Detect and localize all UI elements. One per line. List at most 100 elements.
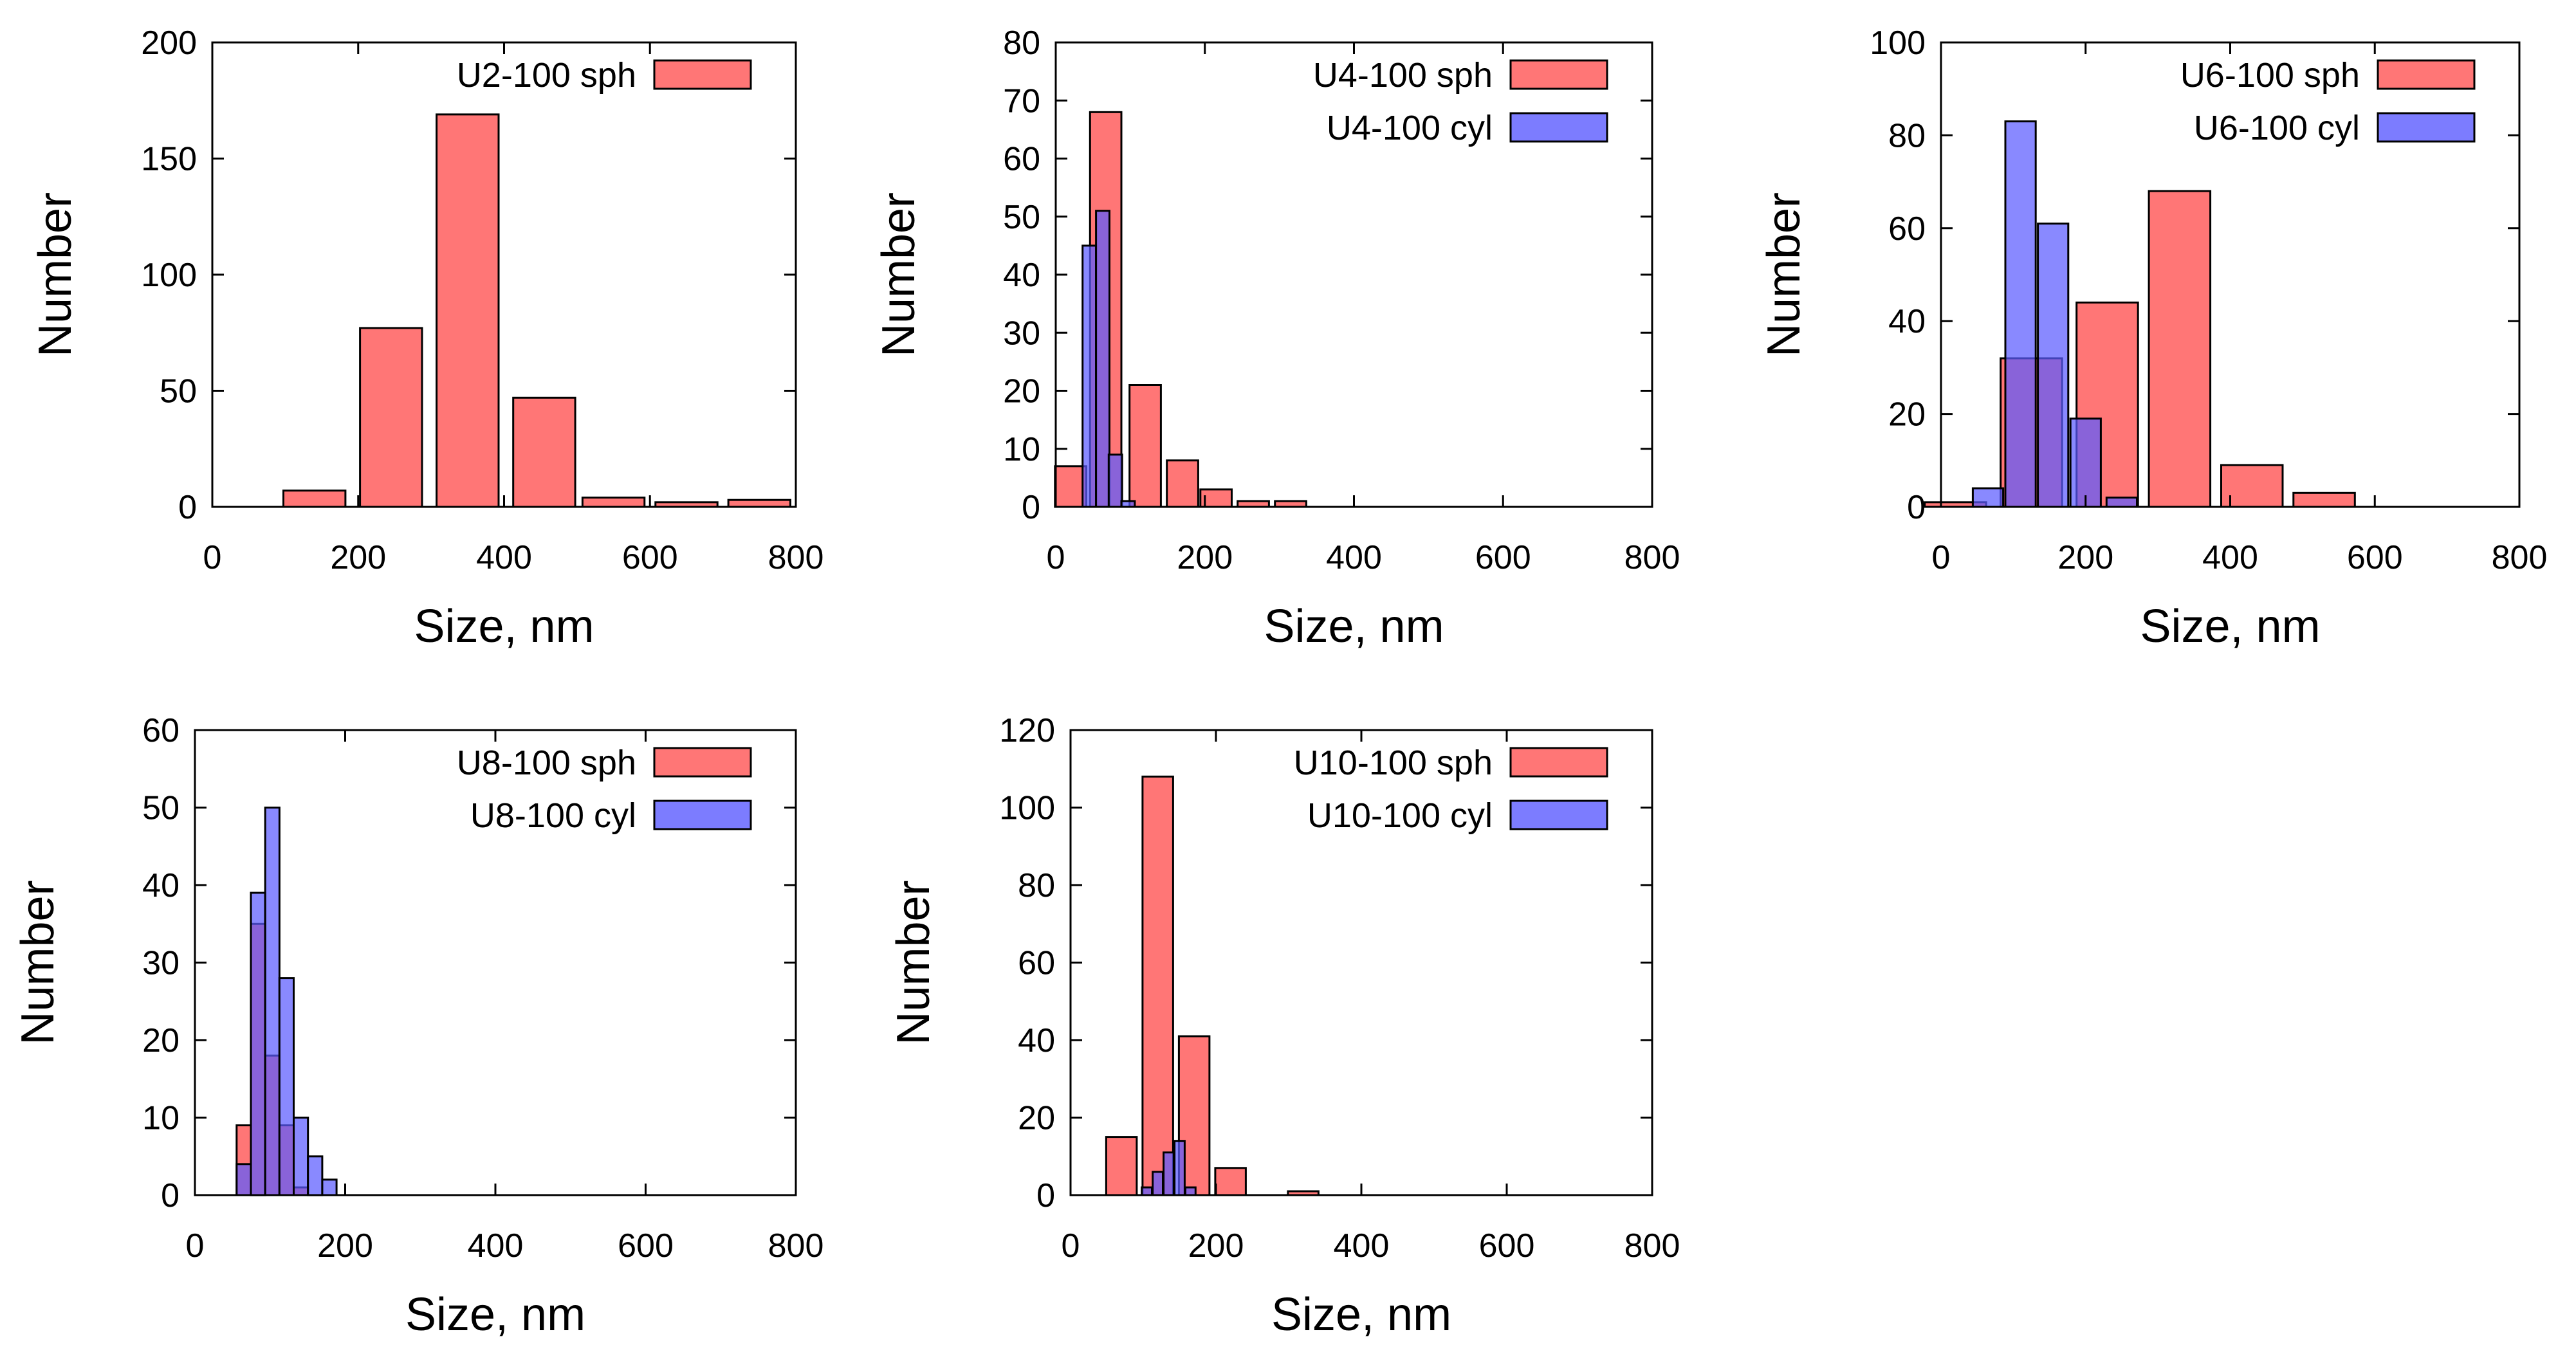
y-tick-label-U4-5: 50 — [1003, 199, 1040, 236]
bar-U8-cyl-2 — [264, 807, 281, 1196]
y-tick-label-U10-5: 100 — [999, 790, 1055, 827]
y-tick-label-U10-6: 120 — [999, 712, 1055, 749]
x-tick-label-U4-1: 200 — [1177, 539, 1233, 576]
x-tick-label-U2-3: 600 — [622, 539, 678, 576]
x-tick-label-U6-1: 200 — [2057, 539, 2113, 576]
y-tick-label-U4-3: 30 — [1003, 315, 1040, 352]
bar-U2-sph-0 — [282, 489, 347, 508]
y-tick-label-U6-2: 40 — [1888, 303, 1926, 340]
bar-U6-cyl-2 — [2037, 223, 2070, 508]
x-tick-label-U6-2: 400 — [2202, 539, 2258, 576]
bar-U8-cyl-3 — [278, 977, 295, 1196]
y-tick-label-U4-7: 70 — [1003, 82, 1040, 120]
legend-label-U8-cyl: U8-100 cyl — [470, 796, 636, 835]
y-tick-label-U4-6: 60 — [1003, 141, 1040, 178]
y-tick-label-U2-4: 200 — [141, 24, 197, 62]
legend-swatch-U2-sph — [653, 59, 752, 90]
x-tick-label-U4-2: 400 — [1326, 539, 1382, 576]
bar-U2-sph-1 — [359, 327, 423, 508]
y-tick-label-U4-4: 40 — [1003, 257, 1040, 294]
x-axis-label-U8: Size, nm — [405, 1289, 585, 1340]
bar-U4-sph-3 — [1166, 459, 1199, 508]
y-axis-label-U6: Number — [1758, 192, 1810, 357]
bar-U6-cyl-1 — [2004, 120, 2037, 508]
x-axis-label-U10: Size, nm — [1271, 1289, 1451, 1340]
chart-U2: 0 200 400 600 800 0 50 100 150 200 Size, nm Number U… — [30, 24, 823, 652]
legend-label-U4-cyl: U4-100 cyl — [1327, 109, 1493, 147]
y-tick-label-U8-1: 10 — [142, 1100, 179, 1137]
bar-U4-cyl-2 — [1107, 453, 1123, 508]
x-tick-label-U8-0: 0 — [186, 1227, 205, 1265]
bar-U2-sph-6 — [727, 498, 791, 508]
bar-U10-cyl-0 — [1141, 1186, 1153, 1196]
legend-swatch-U8-cyl — [653, 800, 752, 830]
x-tick-label-U4-3: 600 — [1475, 539, 1531, 576]
y-axis-label-U2: Number — [30, 192, 81, 357]
y-tick-label-U10-2: 40 — [1018, 1022, 1055, 1059]
x-tick-label-U8-2: 400 — [468, 1227, 524, 1265]
y-axis-label-U4: Number — [873, 192, 925, 357]
x-tick-label-U2-4: 800 — [768, 539, 824, 576]
bar-U10-sph-0 — [1105, 1136, 1138, 1196]
y-tick-label-U4-8: 80 — [1003, 24, 1040, 62]
y-tick-label-U6-5: 100 — [1870, 24, 1926, 62]
bar-U8-cyl-1 — [250, 892, 266, 1196]
x-tick-label-U8-1: 200 — [317, 1227, 373, 1265]
legend-label-U6-cyl: U6-100 cyl — [2194, 109, 2360, 147]
y-tick-label-U8-6: 60 — [142, 712, 179, 749]
y-axis-label-U10: Number — [888, 880, 939, 1045]
chart-U4: 0 200 400 600 800 0 10 20 30 40 50 60 70 80 Size, nm Nu… — [873, 24, 1680, 652]
legend-swatch-U6-cyl — [2377, 112, 2476, 143]
x-tick-label-U10-1: 200 — [1188, 1227, 1244, 1265]
bar-U8-cyl-4 — [293, 1117, 309, 1196]
bar-U10-sph-3 — [1214, 1167, 1247, 1196]
legend-label-U10-sph: U10-100 sph — [1294, 744, 1493, 782]
legend-swatch-U6-sph — [2377, 59, 2476, 90]
x-tick-label-U6-3: 600 — [2347, 539, 2403, 576]
legend-swatch-U8-sph — [653, 747, 752, 778]
bar-U6-sph-5 — [2292, 491, 2356, 508]
y-tick-label-U8-0: 0 — [161, 1177, 179, 1214]
x-tick-label-U10-3: 600 — [1479, 1227, 1535, 1265]
x-tick-label-U10-0: 0 — [1062, 1227, 1080, 1265]
legend-label-U2-sph: U2-100 sph — [457, 56, 636, 95]
y-tick-label-U6-0: 0 — [1907, 489, 1926, 526]
bar-U10-cyl-1 — [1152, 1171, 1164, 1196]
y-tick-label-U2-0: 0 — [178, 489, 197, 526]
y-tick-label-U10-4: 80 — [1018, 867, 1055, 904]
bar-U8-cyl-5 — [307, 1155, 324, 1196]
legend-swatch-U4-sph — [1509, 59, 1608, 90]
legend-swatch-U10-sph — [1509, 747, 1608, 778]
bar-U8-cyl-0 — [235, 1163, 252, 1196]
bar-U6-cyl-0 — [1971, 487, 2005, 508]
y-tick-label-U8-5: 50 — [142, 790, 179, 827]
bar-U10-cyl-3 — [1173, 1140, 1186, 1196]
bar-U6-cyl-4 — [2105, 497, 2139, 508]
x-tick-label-U8-3: 600 — [618, 1227, 674, 1265]
x-tick-label-U8-4: 800 — [768, 1227, 824, 1265]
y-tick-label-U6-3: 60 — [1888, 210, 1926, 248]
y-axis-label-U8: Number — [12, 880, 64, 1045]
y-tick-label-U8-4: 40 — [142, 867, 179, 904]
bar-U4-sph-2 — [1128, 384, 1162, 508]
y-tick-label-U6-1: 20 — [1888, 396, 1926, 434]
y-tick-label-U8-3: 30 — [142, 945, 179, 982]
x-tick-label-U4-0: 0 — [1047, 539, 1065, 576]
x-tick-label-U2-1: 200 — [330, 539, 386, 576]
y-tick-label-U4-2: 20 — [1003, 373, 1040, 410]
legend-label-U8-sph: U8-100 sph — [457, 744, 636, 782]
bar-U4-sph-0 — [1054, 465, 1088, 508]
x-tick-label-U10-2: 400 — [1334, 1227, 1390, 1265]
y-tick-label-U2-1: 50 — [160, 373, 197, 410]
bar-U10-sph-1 — [1141, 775, 1174, 1196]
x-axis-label-U2: Size, nm — [414, 601, 594, 652]
y-tick-label-U4-1: 10 — [1003, 431, 1040, 468]
bar-U2-sph-2 — [436, 113, 500, 508]
chart-U10: 0 200 400 600 800 0 20 40 60 80 100 120 Size, nm Numb… — [888, 712, 1680, 1340]
bar-U2-sph-4 — [581, 497, 646, 508]
bar-U6-sph-3 — [2148, 190, 2212, 508]
chart-U8: 0 200 400 600 800 0 10 20 30 40 50 60 Size, nm Number… — [12, 712, 823, 1340]
y-tick-label-U10-3: 60 — [1018, 945, 1055, 982]
bar-U4-cyl-0 — [1081, 244, 1098, 508]
y-tick-label-U8-2: 20 — [142, 1022, 179, 1059]
